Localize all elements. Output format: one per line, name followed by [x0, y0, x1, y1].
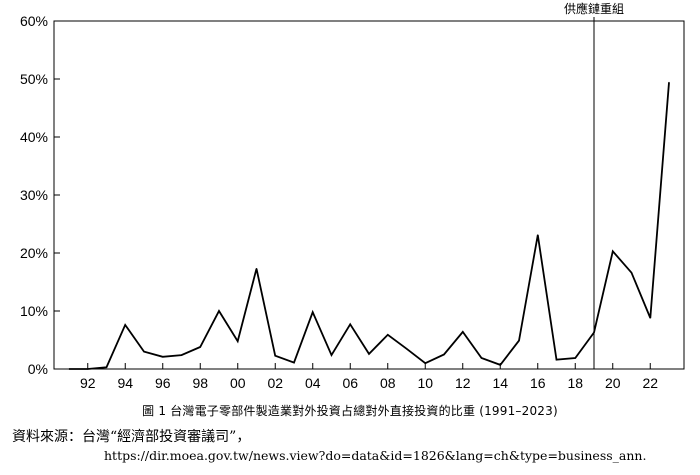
data-point: [237, 340, 239, 342]
data-point: [480, 357, 483, 359]
data-point: [255, 268, 258, 270]
x-tick-label: 10: [417, 375, 433, 391]
data-point: [124, 324, 126, 326]
x-tick-label: 02: [267, 375, 283, 391]
source-url: https://dir.moea.gov.tw/news.view?do=dat…: [104, 448, 647, 463]
x-tick-label: 14: [492, 375, 508, 391]
data-point: [349, 323, 351, 325]
data-point: [668, 81, 670, 84]
x-tick-label: 18: [567, 375, 583, 391]
data-point: [649, 317, 651, 319]
data-point: [218, 310, 220, 312]
annotation-label: 供應鏈重組: [564, 1, 624, 16]
x-tick-label: 04: [305, 375, 321, 391]
x-tick-label: 94: [117, 375, 133, 391]
data-point: [424, 362, 426, 364]
data-point: [180, 354, 183, 356]
data-point: [312, 311, 314, 313]
x-tick-label: 98: [192, 375, 208, 391]
data-point: [443, 353, 445, 356]
data-point: [330, 354, 333, 356]
data-point: [499, 364, 501, 366]
y-tick-label: 30%: [20, 187, 48, 203]
x-tick-label: 00: [230, 375, 246, 391]
line-chart: 0% 10% 20% 30% 40% 50% 60% 92 94 96 98 00 02 04 06 08 1…: [20, 1, 685, 391]
y-tick-label: 10%: [20, 303, 48, 319]
y-tick-label: 50%: [20, 71, 48, 87]
source-note: 資料來源：台灣“經濟部投資審議司”，: [12, 429, 251, 445]
data-point: [274, 355, 276, 357]
data-point: [537, 234, 539, 236]
plot-frame: [53, 20, 685, 370]
data-point: [293, 362, 295, 364]
annotation: 供應鏈重組: [564, 1, 624, 369]
data-point: [87, 368, 89, 370]
data-point: [162, 356, 164, 358]
x-tick-label: 92: [80, 375, 96, 391]
data-point: [555, 359, 558, 361]
data-point: [105, 366, 108, 368]
x-tick-label: 08: [380, 375, 396, 391]
series-line: [69, 82, 670, 370]
data-point: [143, 351, 145, 353]
x-tick-label: 96: [155, 375, 171, 391]
data-point: [593, 331, 595, 334]
x-tick-label: 22: [642, 375, 658, 391]
y-tick-label: 40%: [20, 129, 48, 145]
x-tick-label: 20: [605, 375, 621, 391]
figure-caption: 圖 1 台灣電子零部件製造業對外投資占總對外直接投資的比重 (1991–2023…: [142, 404, 558, 418]
y-tick-label: 0%: [28, 361, 48, 377]
data-point: [405, 348, 408, 350]
data-point: [68, 368, 70, 370]
x-axis: 92 94 96 98 00 02 04 06 08 10 12 14 16 18 20 22: [80, 363, 658, 391]
y-tick-label: 60%: [20, 13, 48, 29]
data-point: [630, 272, 633, 274]
data-point: [612, 250, 614, 252]
data-point: [518, 339, 520, 342]
y-tick-label: 20%: [20, 245, 48, 261]
data-point: [574, 357, 576, 359]
data-point: [199, 346, 201, 348]
y-axis: 0% 10% 20% 30% 40% 50% 60%: [20, 13, 60, 377]
x-tick-label: 16: [530, 375, 546, 391]
data-point: [387, 334, 389, 336]
data-point: [368, 353, 370, 355]
x-tick-label: 06: [342, 375, 358, 391]
data-point: [462, 331, 464, 333]
series-group: [68, 81, 670, 370]
x-tick-label: 12: [455, 375, 471, 391]
